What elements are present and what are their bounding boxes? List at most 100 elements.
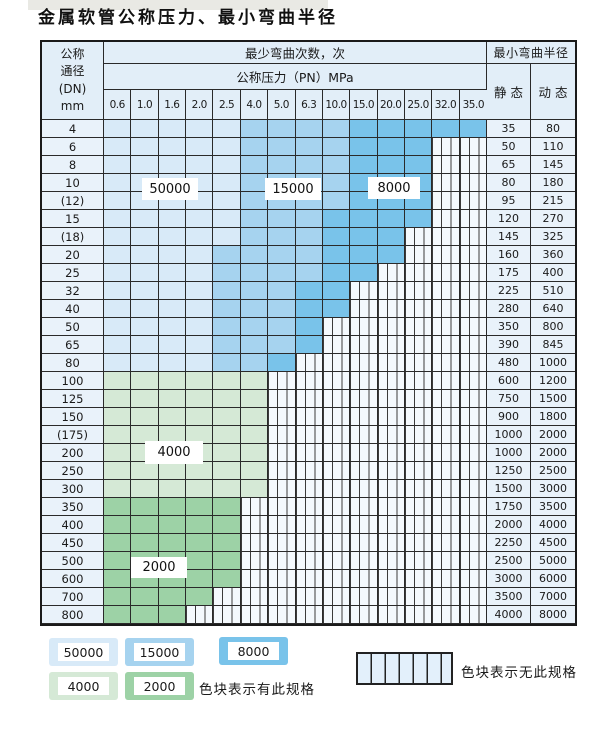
spec-cell-50000: [104, 318, 132, 336]
no-spec-cell: [404, 606, 433, 624]
spec-cell-50000: [104, 336, 132, 354]
spec-cell-50000: [213, 138, 241, 156]
spec-cell-4000: [240, 408, 269, 426]
no-spec-cell: [268, 390, 296, 408]
header-dn: 公称 通径 (DN) mm: [42, 42, 104, 120]
spec-cell-15000: [213, 246, 241, 264]
no-spec-cell: [295, 372, 323, 390]
spec-cell-50000: [104, 354, 132, 372]
table-row: 20 160 360: [42, 246, 576, 264]
dn-value: (175): [42, 426, 104, 444]
spec-cell-15000: [268, 246, 296, 264]
spec-cell-2000: [158, 606, 187, 624]
dn-value: 700: [42, 588, 104, 606]
spec-cell-2000: [186, 588, 214, 606]
dynamic-radius-value: 180: [531, 174, 576, 192]
spec-cell-50000: [131, 318, 159, 336]
dynamic-radius-value: 400: [531, 264, 576, 282]
dynamic-radius-value: 1800: [531, 408, 576, 426]
spec-cell-2000: [186, 498, 214, 516]
no-spec-cell: [350, 498, 378, 516]
spec-cell-50000: [213, 228, 241, 246]
no-spec-cell: [377, 516, 405, 534]
no-spec-cell: [295, 570, 323, 588]
spec-cell-2000: [213, 498, 241, 516]
dynamic-radius-value: 1500: [531, 390, 576, 408]
spec-cell-8000: [377, 156, 405, 174]
dynamic-radius-value: 80: [531, 120, 576, 138]
no-spec-cell: [377, 408, 405, 426]
no-spec-cell: [295, 498, 323, 516]
no-spec-cell: [350, 300, 378, 318]
spec-cell-50000: [186, 336, 214, 354]
no-spec-cell: [377, 426, 405, 444]
legend-chip-50000: 50000: [49, 638, 118, 666]
legend-chip-label: 50000: [58, 643, 109, 661]
spec-cell-50000: [104, 174, 132, 192]
spec-cell-8000: [377, 246, 405, 264]
no-spec-cell: [459, 534, 488, 552]
dn-value: 125: [42, 390, 104, 408]
static-radius-value: 390: [487, 336, 532, 354]
no-spec-cell: [404, 462, 433, 480]
no-spec-cell: [459, 246, 488, 264]
no-spec-cell: [404, 426, 433, 444]
spec-cell-4000: [186, 372, 214, 390]
no-spec-cell: [322, 480, 351, 498]
spec-cell-15000: [322, 156, 351, 174]
no-spec-cell: [377, 336, 405, 354]
spec-cell-2000: [131, 498, 159, 516]
spec-cell-15000: [240, 300, 269, 318]
spec-cell-8000: [459, 120, 488, 138]
static-radius-value: 50: [487, 138, 532, 156]
header-dn-line: 通径: [60, 64, 85, 79]
dynamic-radius-value: 7000: [531, 588, 576, 606]
table-row: 250 1250 2500: [42, 462, 576, 480]
spec-cell-15000: [240, 210, 269, 228]
spec-cell-2000: [104, 606, 132, 624]
zone-label-50000: 50000: [142, 178, 198, 200]
dynamic-radius-value: 3500: [531, 498, 576, 516]
spec-cell-4000: [186, 390, 214, 408]
no-spec-cell: [459, 588, 488, 606]
spec-cell-8000: [295, 300, 323, 318]
no-spec-cell: [432, 408, 460, 426]
spec-cell-50000: [131, 210, 159, 228]
table-row: 10 80 180: [42, 174, 576, 192]
table-row: 150 900 1800: [42, 408, 576, 426]
spec-cell-15000: [322, 174, 351, 192]
spec-cell-50000: [186, 354, 214, 372]
spec-cell-4000: [158, 462, 187, 480]
spec-cell-50000: [213, 120, 241, 138]
dynamic-radius-value: 325: [531, 228, 576, 246]
spec-cell-2000: [104, 570, 132, 588]
no-spec-cell: [295, 588, 323, 606]
spec-cell-8000: [268, 354, 296, 372]
spec-table: 公称 通径 (DN) mm 最少弯曲次数，次 最小弯曲半径 公称压力（PN）MP…: [40, 40, 577, 626]
spec-cell-4000: [213, 444, 241, 462]
dn-value: 80: [42, 354, 104, 372]
no-spec-cell: [459, 282, 488, 300]
no-spec-cell: [377, 354, 405, 372]
dn-value: 350: [42, 498, 104, 516]
pressure-tick: 6.3: [295, 90, 323, 120]
spec-cell-8000: [404, 210, 433, 228]
no-spec-cell: [322, 408, 351, 426]
pressure-tick: 5.0: [268, 90, 296, 120]
spec-cell-50000: [104, 120, 132, 138]
spec-cell-15000: [295, 210, 323, 228]
spec-cell-8000: [322, 246, 351, 264]
spec-cell-2000: [131, 516, 159, 534]
static-radius-value: 750: [487, 390, 532, 408]
scan-artifact: [28, 0, 328, 10]
table-row: 50 350 800: [42, 318, 576, 336]
table-header: 公称 通径 (DN) mm 最少弯曲次数，次 最小弯曲半径 公称压力（PN）MP…: [42, 42, 575, 120]
dynamic-radius-value: 5000: [531, 552, 576, 570]
spec-cell-15000: [213, 354, 241, 372]
dynamic-radius-value: 2000: [531, 444, 576, 462]
no-spec-cell: [350, 408, 378, 426]
no-spec-cell: [404, 480, 433, 498]
spec-cell-4000: [104, 372, 132, 390]
no-spec-cell: [404, 516, 433, 534]
pressure-tick: 2.0: [186, 90, 214, 120]
